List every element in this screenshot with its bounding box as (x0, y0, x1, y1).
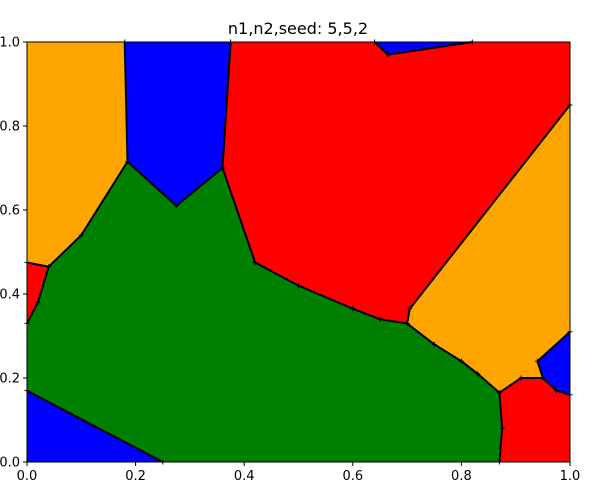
plot-frame (26, 41, 571, 463)
y-tick-label: 0.6 (0, 204, 20, 219)
y-tick-label: 0.4 (0, 288, 20, 303)
boundary-edge-4 (126, 41, 232, 207)
x-tick-label: 0.4 (234, 469, 255, 484)
axis-ticks: 0.0 0.2 0.4 0.6 0.8 1.0 0.0 0.2 0.4 0.6 0.8 1.0 (0, 36, 580, 485)
boundary-edge-1 (26, 389, 164, 463)
boundary-edge-2 (26, 261, 50, 324)
x-tick-label: 0.2 (125, 469, 146, 484)
y-tick-label: 0.8 (0, 120, 20, 135)
chart-title: n1,n2,seed: 5,5,2 (228, 19, 368, 38)
boundary-edge-3 (48, 41, 129, 268)
y-tick-label: 1.0 (0, 36, 20, 51)
y-tick-label: 0.0 (0, 456, 20, 471)
plot-area (24, 39, 573, 465)
x-tick-label: 0.6 (342, 469, 363, 484)
x-tick-label: 0.0 (17, 469, 38, 484)
x-tick-label: 0.8 (451, 469, 472, 484)
y-tick-label: 0.2 (0, 372, 20, 387)
x-tick-label: 1.0 (560, 469, 581, 484)
